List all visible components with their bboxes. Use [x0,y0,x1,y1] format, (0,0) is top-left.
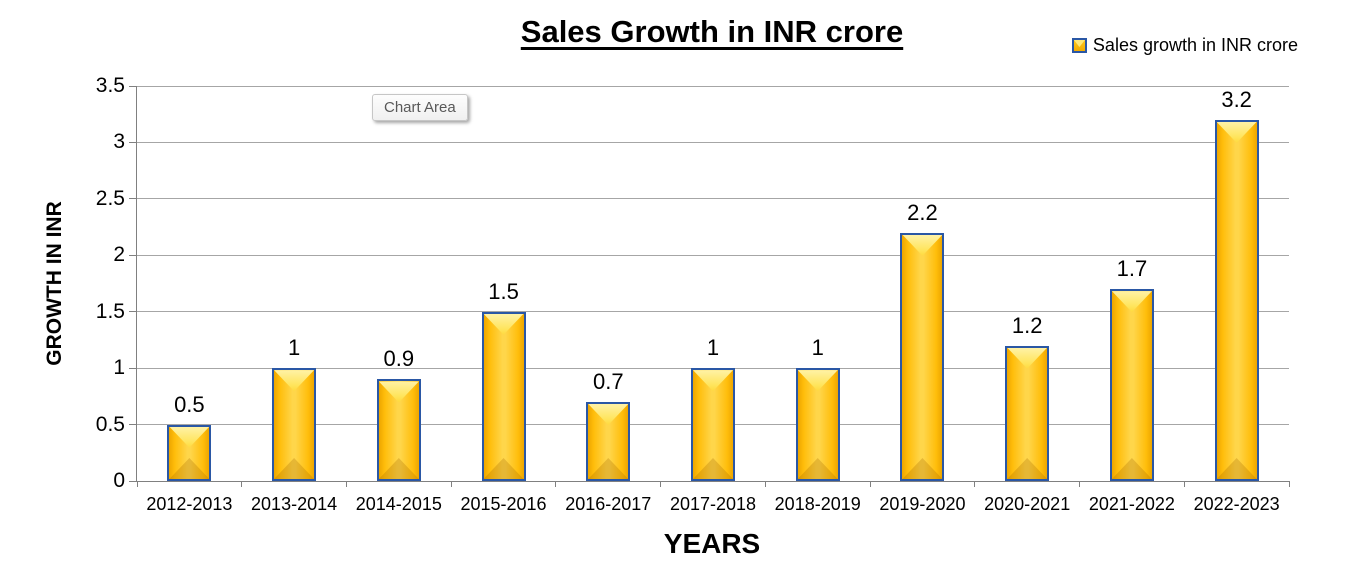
x-axis-tick [241,481,243,487]
data-label: 3.2 [1221,86,1252,112]
bar-2021-2022[interactable] [1109,289,1154,481]
y-axis-tick [129,85,136,87]
chart-area-tooltip: Chart Area [372,94,468,121]
data-label: 1.2 [1011,312,1043,338]
bar-2019-2020[interactable] [900,232,945,481]
y-axis-tick [129,424,136,426]
y-tick-label: 2.5 [95,186,125,210]
gridline [137,141,1289,143]
x-tick-label: 2013-2014 [251,494,338,514]
y-tick-label: 1.5 [95,299,125,323]
data-label: 0.5 [174,391,205,417]
y-axis-tick [129,480,136,482]
x-axis-tick [345,481,347,487]
x-tick-label: 2015-2016 [460,494,547,514]
y-tick-label: 1 [113,356,125,380]
y-axis-tick [129,367,136,369]
bar-2022-2023[interactable] [1214,119,1259,481]
x-tick-label: 2018-2019 [774,494,861,514]
bar-2014-2015[interactable] [376,379,421,481]
y-tick-label: 0 [113,469,125,492]
x-axis-tick [555,481,557,487]
y-tick-label: 3 [113,130,125,154]
data-label: 0.7 [592,369,624,394]
x-tick-label: 2021-2022 [1088,494,1175,514]
gridline [137,85,1289,87]
x-axis-title[interactable]: YEARS [663,528,761,559]
x-tick-label: 2022-2023 [1193,494,1280,514]
y-tick-label: 2 [113,243,125,267]
data-label: 0.9 [383,346,415,372]
plot-area[interactable]: 0 0.5 1 1.5 2 2.5 3 3.5 0.5 2012-2013 1 2013-2014 0.… [96,74,1290,514]
gridline [137,198,1289,200]
y-tick-label: 3.5 [95,74,125,97]
bar-2013-2014[interactable] [272,368,317,481]
x-axis-tick [974,481,976,487]
legend-series-marker-icon [1071,38,1087,53]
legend-series-label: Sales growth in INR crore [1092,35,1298,55]
y-axis-tick [129,198,136,200]
bar-2012-2013[interactable] [167,424,212,481]
data-label: 1.7 [1116,256,1148,282]
x-tick-label: 2012-2013 [146,494,233,514]
data-label: 1 [706,335,720,361]
bar-2017-2018[interactable] [691,368,735,481]
x-axis-tick [1183,481,1185,487]
data-label: 1.5 [488,278,519,304]
bar-2016-2017[interactable] [586,402,631,481]
x-axis-tick [1288,481,1290,487]
y-axis-tick [129,141,136,143]
x-tick-label: 2016-2017 [565,494,652,514]
x-axis-tick [764,481,766,487]
bar-2015-2016[interactable] [481,311,526,481]
data-label: 1 [287,335,301,361]
x-axis-tick [1079,481,1081,487]
bar-2020-2021[interactable] [1005,345,1050,481]
bar-2018-2019[interactable] [795,368,840,481]
x-axis-tick [660,481,662,487]
gridline [137,254,1289,256]
y-axis-tick [129,254,136,256]
x-axis-tick [869,481,871,487]
legend[interactable]: Sales growth in INR crore [1071,35,1298,56]
x-axis-tick [450,481,452,487]
chart-title[interactable]: Sales Growth in INR crore [520,14,904,49]
data-label: 2.2 [907,199,938,225]
y-tick-label: 0.5 [95,412,125,436]
data-label: 1 [811,335,824,361]
x-tick-label: 2017-2018 [669,494,757,514]
x-tick-label: 2014-2015 [355,494,442,514]
y-axis-tick [129,311,136,313]
x-axis-tick [136,481,138,487]
gridline [137,311,1289,313]
x-tick-label: 2019-2020 [879,494,966,514]
x-tick-label: 2020-2021 [984,494,1071,514]
